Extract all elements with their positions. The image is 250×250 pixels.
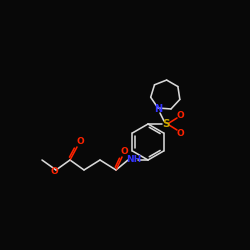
Text: N: N [154,104,162,114]
Text: O: O [50,166,58,175]
Text: O: O [176,110,184,120]
Text: S: S [162,119,170,129]
Text: O: O [176,128,184,138]
Text: O: O [76,138,84,146]
Text: O: O [120,148,128,156]
Text: NH: NH [126,154,142,164]
